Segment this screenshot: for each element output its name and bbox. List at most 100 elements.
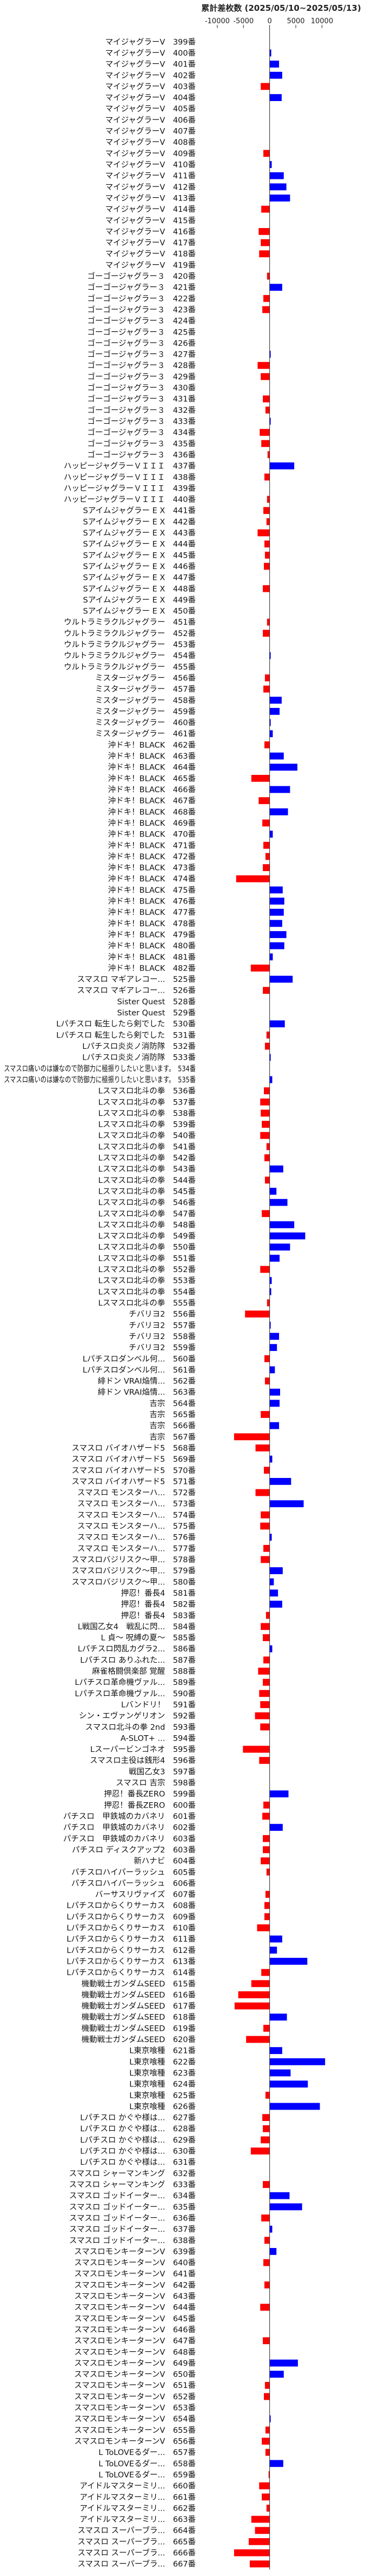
category-label: パチスロハイパーラッシュ 605番 <box>71 1868 196 1877</box>
bar <box>269 1165 283 1173</box>
category-label: スマスロモンキーターンV 646番 <box>74 2325 196 2334</box>
bar <box>269 49 271 57</box>
category-label: 沖ドキ！BLACK 466番 <box>108 785 196 794</box>
bar <box>251 774 270 782</box>
category-label: Lパチスロ炎炎ノ消防隊 532番 <box>82 1042 196 1051</box>
bar <box>263 2337 270 2345</box>
bar <box>269 831 273 838</box>
bar <box>264 551 270 559</box>
category-label: Sister Quest 528番 <box>117 997 196 1006</box>
category-label: L東京喰種 621番 <box>129 2046 196 2056</box>
category-label: ミスタージャグラー 460番 <box>95 718 196 727</box>
bar <box>263 1846 270 1854</box>
bar <box>269 1824 283 1831</box>
category-label: Sister Quest 529番 <box>117 1008 196 1018</box>
category-label: 戦国乙女3 597番 <box>129 1767 196 1776</box>
bar <box>234 2002 270 2010</box>
bar <box>266 1868 270 1876</box>
bar <box>236 875 270 882</box>
bar <box>243 1745 270 1753</box>
category-label: Lスマスロ北斗の拳 542番 <box>98 1154 196 1163</box>
bar <box>264 563 270 570</box>
bar <box>269 2460 283 2467</box>
category-label: Lパチスロからくりサーカス 612番 <box>67 1946 196 1955</box>
category-label: ゴーゴージャグラー３ 423番 <box>87 305 196 315</box>
bar <box>269 2080 308 2088</box>
bar <box>262 306 270 313</box>
bar <box>269 1578 274 1585</box>
category-label: 麻雀格闘倶楽部 覚醒 588番 <box>92 1667 196 1676</box>
bar <box>269 886 283 894</box>
bar <box>269 2047 282 2055</box>
category-label: 機動戦士ガンダムSEED 615番 <box>82 1979 196 1989</box>
category-label: 沖ドキ！BLACK 477番 <box>108 908 196 917</box>
bar <box>269 942 284 949</box>
bar <box>263 295 270 302</box>
bar <box>255 1444 270 1451</box>
category-label: スマスロモンキーターンV 648番 <box>74 2347 196 2357</box>
category-label: パチスロ 甲鉄城のカバネリ 603番 <box>63 1834 196 1843</box>
category-label: Lパチスロからくりサーカス 614番 <box>67 1968 196 1977</box>
category-label: マイジャグラーV 400番 <box>105 49 196 58</box>
bar <box>264 1042 270 1050</box>
category-label: スマスロモンキーターンV 642番 <box>74 2280 196 2290</box>
bar <box>234 1433 270 1441</box>
category-label: 新ハナビ 604番 <box>134 1857 196 1866</box>
category-label: Lパチスロ かぐや様は... 630番 <box>80 2147 196 2156</box>
category-label: L ToLOVEるダー... 659番 <box>98 2470 196 2479</box>
bar <box>269 708 280 715</box>
category-label: Lパチスロ 転生したら剣でした 531番 <box>56 1031 196 1040</box>
category-label: スマスロ モンスターハ... 573番 <box>77 1500 196 1509</box>
category-label: スマスロ モンスターハ... 572番 <box>77 1488 196 1497</box>
category-label: スマスロモンキーターンV 654番 <box>74 2414 196 2424</box>
category-label: マイジャグラーV 401番 <box>105 60 196 69</box>
bars <box>234 49 326 2568</box>
category-label: パチスロハイパーラッシュ 606番 <box>71 1879 196 1888</box>
category-label: L東京喰種 623番 <box>129 2069 196 2078</box>
category-label: 押忍！番長ZERO 599番 <box>104 1790 196 1799</box>
bar <box>267 272 270 280</box>
category-label: スマスロモンキーターンV 650番 <box>74 2370 196 2379</box>
bar <box>263 2125 270 2132</box>
category-label: Lスマスロ北斗の拳 548番 <box>98 1220 196 1229</box>
category-label: スマスロモンキーターンV 651番 <box>74 2381 196 2390</box>
bar <box>264 1176 270 1184</box>
bar <box>260 1723 270 1731</box>
bar <box>263 1835 270 1842</box>
category-label: スマスロモンキーターンV 641番 <box>74 2270 196 2279</box>
category-label: スマスロ バイオハザード5 568番 <box>71 1443 196 1453</box>
category-label: スマスロ スーパーブラ... 666番 <box>77 2548 196 2558</box>
category-label: Lパチスロからくりサーカス 608番 <box>67 1901 196 1910</box>
category-label: 吉宗 567番 <box>149 1433 196 1442</box>
category-label: ミスタージャグラー 456番 <box>95 673 196 683</box>
category-label: パチスロ 甲鉄城のカバネリ 601番 <box>63 1812 196 1821</box>
bar <box>269 764 297 771</box>
category-label: スマスロバジリスク～甲... 579番 <box>71 1567 196 1576</box>
category-label: ゴーゴージャグラー３ 428番 <box>87 360 196 370</box>
category-label: ミスタージャグラー 459番 <box>95 707 196 716</box>
bar <box>269 195 290 202</box>
bar <box>269 1935 282 1943</box>
category-label: 緋ドン VRAI焔情... 563番 <box>98 1388 196 1397</box>
category-label: 沖ドキ！BLACK 480番 <box>108 941 196 951</box>
bar <box>269 1958 308 1965</box>
category-label: スマスロ スーパーブラ... 665番 <box>77 2537 196 2546</box>
bar <box>263 2181 270 2188</box>
bar <box>258 797 270 805</box>
category-label: 沖ドキ！BLACK 481番 <box>108 953 196 962</box>
category-label: Sアイムジャグラー E X 447番 <box>83 573 196 583</box>
category-label: 機動戦士ガンダムSEED 620番 <box>82 2035 196 2044</box>
bar <box>264 2281 270 2289</box>
bar <box>269 2415 271 2423</box>
category-label: Lスマスロ北斗の拳 554番 <box>98 1287 196 1296</box>
bar <box>257 529 270 537</box>
category-label: マイジャグラーV 413番 <box>105 193 196 203</box>
bar <box>269 2371 284 2378</box>
bar <box>255 2527 270 2534</box>
category-label: Lスマスロ北斗の拳 551番 <box>98 1254 196 1263</box>
category-label: Sアイムジャグラー E X 450番 <box>83 607 196 616</box>
bar <box>255 1489 270 1496</box>
category-label: スマスロモンキーターンV 643番 <box>74 2292 196 2301</box>
bar <box>269 1333 280 1340</box>
bar <box>269 697 282 704</box>
